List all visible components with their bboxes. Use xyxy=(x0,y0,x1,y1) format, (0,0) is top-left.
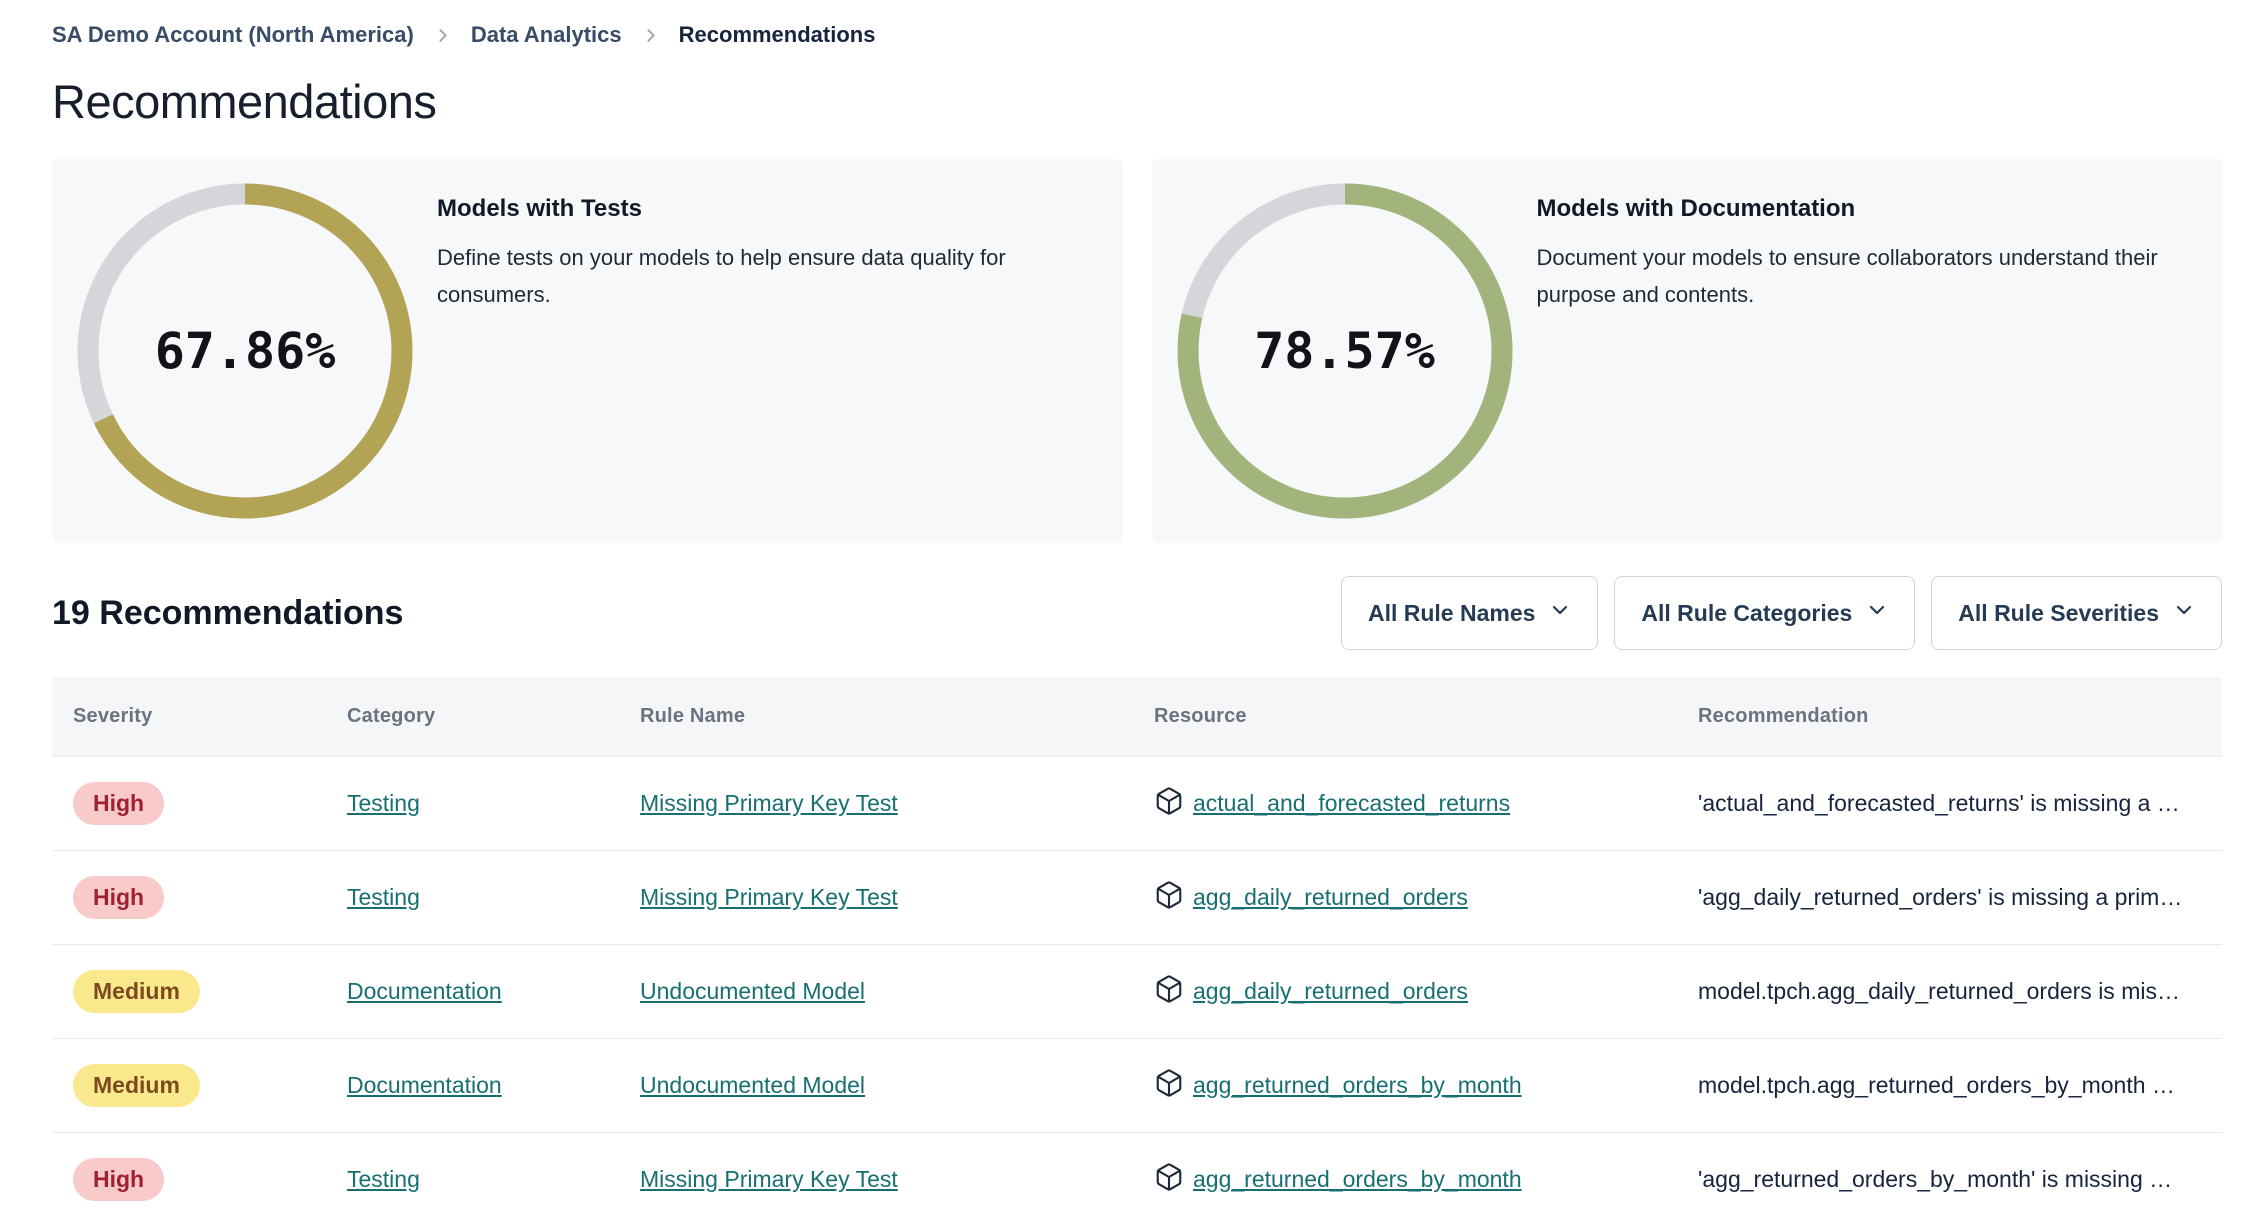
category-link[interactable]: Testing xyxy=(347,789,420,816)
category-link[interactable]: Testing xyxy=(347,1165,420,1192)
box-icon xyxy=(1154,880,1184,915)
severity-badge: High xyxy=(73,1157,165,1201)
column-header-rule-name: Rule Name xyxy=(640,704,746,727)
box-icon xyxy=(1154,1068,1184,1103)
filter-label: All Rule Severities xyxy=(1958,599,2159,626)
breadcrumb: SA Demo Account (North America) Data Ana… xyxy=(52,22,2222,48)
table-row: Medium Documentation Undocumented Model … xyxy=(52,1038,2222,1132)
metric-card-tests: 67.86% Models with Tests Define tests on… xyxy=(52,159,1123,543)
donut-chart-tests: 67.86% xyxy=(77,183,413,519)
box-icon xyxy=(1154,1162,1184,1197)
table-row: Medium Documentation Undocumented Model … xyxy=(52,944,2222,1038)
filter-rule-severities-button[interactable]: All Rule Severities xyxy=(1931,576,2222,650)
resource-link[interactable]: agg_returned_orders_by_month xyxy=(1193,1071,1522,1098)
category-link[interactable]: Testing xyxy=(347,883,420,910)
recommendations-header: 19 Recommendations All Rule Names All Ru… xyxy=(52,576,2222,650)
card-description: Document your models to ensure collabora… xyxy=(1536,245,2158,307)
metric-cards: 67.86% Models with Tests Define tests on… xyxy=(52,159,2222,543)
rule-name-link[interactable]: Undocumented Model xyxy=(640,977,866,1004)
breadcrumb-item-account[interactable]: SA Demo Account (North America) xyxy=(52,22,414,47)
filter-rule-names-button[interactable]: All Rule Names xyxy=(1340,576,1599,650)
severity-badge: High xyxy=(73,781,165,825)
severity-badge: Medium xyxy=(73,969,200,1013)
column-header-category: Category xyxy=(347,704,436,727)
card-description: Define tests on your models to help ensu… xyxy=(437,245,1006,307)
resource-link[interactable]: agg_daily_returned_orders xyxy=(1193,977,1468,1004)
chevron-right-icon xyxy=(434,27,451,44)
filter-label: All Rule Categories xyxy=(1641,599,1853,626)
rule-name-link[interactable]: Missing Primary Key Test xyxy=(640,1165,898,1192)
resource-link[interactable]: agg_daily_returned_orders xyxy=(1193,883,1468,910)
chevron-down-icon xyxy=(2173,599,2195,627)
recommendations-table-body: High Testing Missing Primary Key Test ac… xyxy=(52,756,2222,1220)
recommendation-text: model.tpch.agg_returned_orders_by_month … xyxy=(1698,1071,2175,1098)
donut-chart-documentation: 78.57% xyxy=(1177,183,1513,519)
recommendation-text: model.tpch.agg_daily_returned_orders is … xyxy=(1698,977,2180,1004)
filter-label: All Rule Names xyxy=(1367,599,1536,626)
resource-link[interactable]: agg_returned_orders_by_month xyxy=(1193,1165,1522,1192)
donut-percent: 67.86% xyxy=(154,322,336,380)
page-title: Recommendations xyxy=(52,75,437,128)
metric-card-documentation: 78.57% Models with Documentation Documen… xyxy=(1151,159,2222,543)
recommendations-table: Severity Category Rule Name Resource Rec… xyxy=(52,677,2222,1220)
chevron-down-icon xyxy=(1866,599,1888,627)
recommendation-text: 'agg_daily_returned_orders' is missing a… xyxy=(1698,883,2183,910)
rule-name-link[interactable]: Missing Primary Key Test xyxy=(640,789,898,816)
breadcrumb-item-project[interactable]: Data Analytics xyxy=(470,22,622,47)
donut-ring xyxy=(77,183,413,519)
category-link[interactable]: Documentation xyxy=(347,1071,502,1098)
filter-rule-categories-button[interactable]: All Rule Categories xyxy=(1614,576,1916,650)
recommendation-text: 'agg_returned_orders_by_month' is missin… xyxy=(1698,1165,2173,1192)
card-title: Models with Tests xyxy=(437,195,642,222)
severity-badge: Medium xyxy=(73,1063,200,1107)
table-row: High Testing Missing Primary Key Test ag… xyxy=(52,1132,2222,1220)
recommendation-text: 'actual_and_forecasted_returns' is missi… xyxy=(1698,789,2180,816)
column-header-severity: Severity xyxy=(73,704,153,727)
donut-percent: 78.57% xyxy=(1254,322,1435,380)
chevron-down-icon xyxy=(1549,599,1571,627)
table-row: High Testing Missing Primary Key Test ac… xyxy=(52,756,2222,850)
breadcrumb-item-current: Recommendations xyxy=(678,22,876,47)
category-link[interactable]: Documentation xyxy=(347,977,502,1004)
resource-link[interactable]: actual_and_forecasted_returns xyxy=(1193,789,1511,816)
column-header-recommendation: Recommendation xyxy=(1698,704,1869,727)
table-row: High Testing Missing Primary Key Test ag… xyxy=(52,850,2222,944)
card-title: Models with Documentation xyxy=(1536,195,1856,222)
severity-badge: High xyxy=(73,875,165,919)
filter-bar: All Rule Names All Rule Categories All R… xyxy=(1340,576,2222,650)
chevron-right-icon xyxy=(642,27,659,44)
recommendations-count: 19 Recommendations xyxy=(52,593,404,632)
donut-ring xyxy=(1177,183,1512,519)
box-icon xyxy=(1154,786,1184,821)
table-header-row: Severity Category Rule Name Resource Rec… xyxy=(52,677,2222,756)
rule-name-link[interactable]: Undocumented Model xyxy=(640,1071,866,1098)
box-icon xyxy=(1154,974,1184,1009)
column-header-resource: Resource xyxy=(1154,704,1247,727)
rule-name-link[interactable]: Missing Primary Key Test xyxy=(640,883,898,910)
